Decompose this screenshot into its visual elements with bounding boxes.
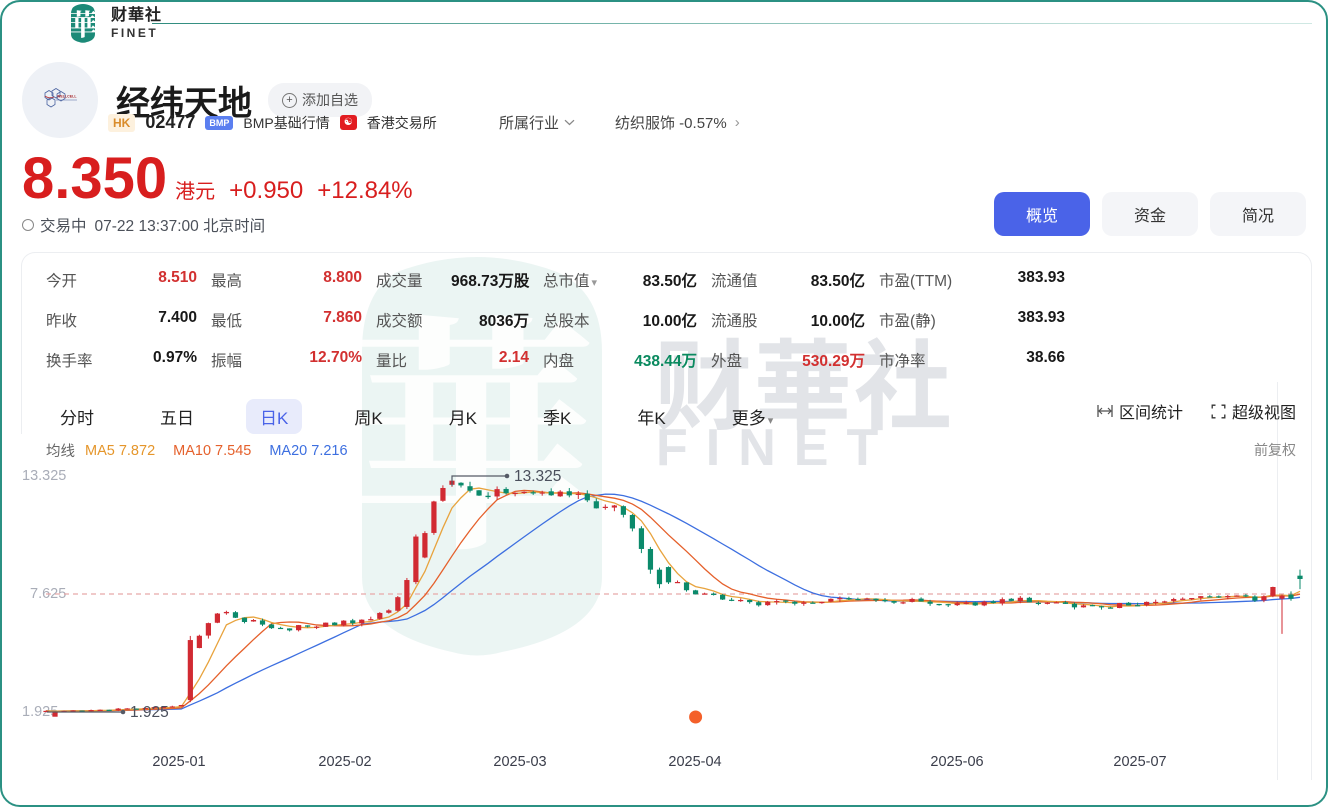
svg-text:1.925: 1.925	[130, 704, 169, 721]
svg-text:華: 華	[68, 4, 97, 44]
svg-text:13.325: 13.325	[514, 468, 561, 485]
svg-text:WELLCELL: WELLCELL	[57, 95, 77, 99]
